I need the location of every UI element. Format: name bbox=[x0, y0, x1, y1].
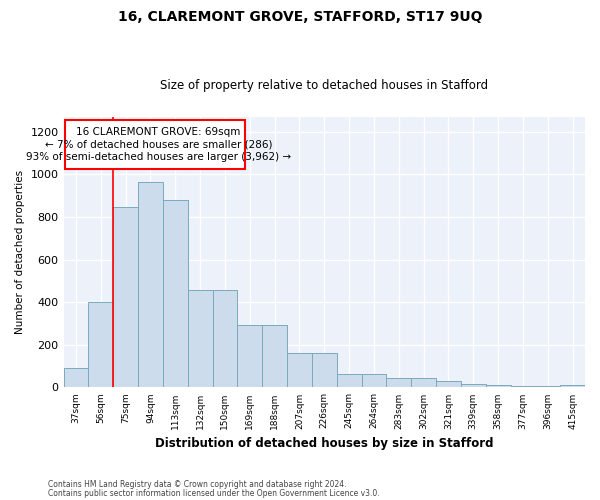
Bar bbox=[212, 290, 238, 388]
Text: 93% of semi-detached houses are larger (3,962) →: 93% of semi-detached houses are larger (… bbox=[26, 152, 291, 162]
Bar bbox=[312, 354, 337, 388]
Bar bbox=[511, 386, 535, 388]
X-axis label: Distribution of detached houses by size in Stafford: Distribution of detached houses by size … bbox=[155, 437, 494, 450]
Bar bbox=[362, 374, 386, 388]
Bar bbox=[485, 385, 511, 388]
Bar bbox=[64, 368, 88, 388]
Y-axis label: Number of detached properties: Number of detached properties bbox=[15, 170, 25, 334]
Bar bbox=[386, 378, 411, 388]
Bar bbox=[113, 208, 138, 388]
Bar bbox=[535, 386, 560, 388]
Bar bbox=[287, 354, 312, 388]
Text: 16, CLAREMONT GROVE, STAFFORD, ST17 9UQ: 16, CLAREMONT GROVE, STAFFORD, ST17 9UQ bbox=[118, 10, 482, 24]
FancyBboxPatch shape bbox=[65, 120, 245, 169]
Bar bbox=[560, 385, 585, 388]
Bar bbox=[436, 381, 461, 388]
Bar bbox=[188, 290, 212, 388]
Bar bbox=[88, 302, 113, 388]
Bar bbox=[337, 374, 362, 388]
Text: ← 7% of detached houses are smaller (286): ← 7% of detached houses are smaller (286… bbox=[45, 140, 272, 149]
Text: Contains public sector information licensed under the Open Government Licence v3: Contains public sector information licen… bbox=[48, 488, 380, 498]
Bar bbox=[411, 378, 436, 388]
Bar bbox=[138, 182, 163, 388]
Bar bbox=[262, 324, 287, 388]
Bar bbox=[461, 384, 485, 388]
Bar bbox=[163, 200, 188, 388]
Title: Size of property relative to detached houses in Stafford: Size of property relative to detached ho… bbox=[160, 79, 488, 92]
Text: 16 CLAREMONT GROVE: 69sqm: 16 CLAREMONT GROVE: 69sqm bbox=[76, 127, 241, 137]
Text: Contains HM Land Registry data © Crown copyright and database right 2024.: Contains HM Land Registry data © Crown c… bbox=[48, 480, 347, 489]
Bar bbox=[238, 324, 262, 388]
